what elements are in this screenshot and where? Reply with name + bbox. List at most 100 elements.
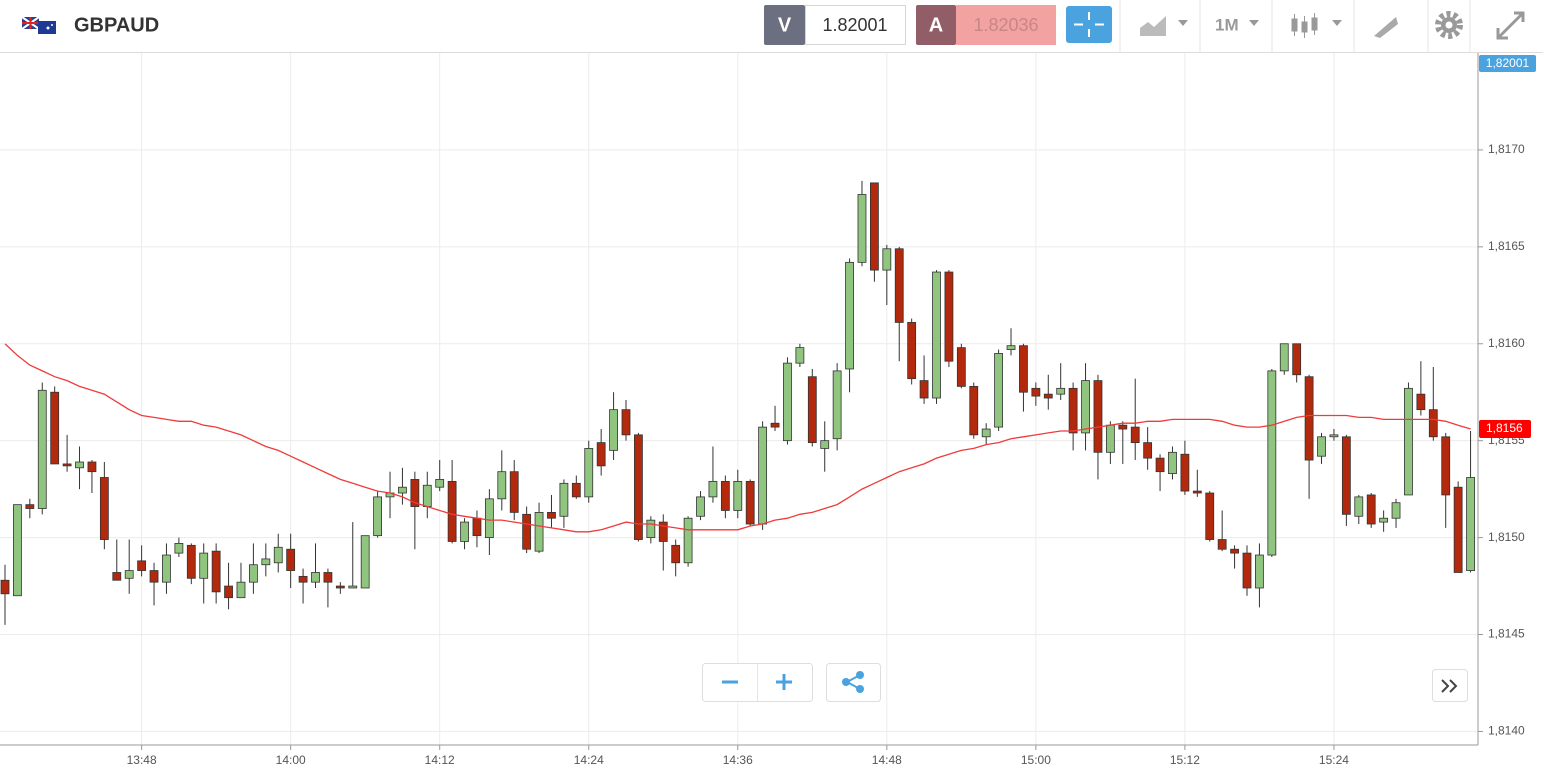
candle-body	[596, 442, 606, 467]
candle-body	[994, 353, 1003, 428]
sell-price-box[interactable]	[805, 5, 906, 45]
candle-body	[174, 543, 184, 554]
candle-body	[335, 585, 345, 589]
candle-body	[870, 182, 879, 271]
candle-body	[1341, 436, 1351, 515]
sell-label[interactable]: V	[778, 14, 792, 36]
candle-body	[1416, 393, 1426, 411]
candle-body	[149, 570, 159, 583]
candle-body	[87, 461, 97, 473]
candle-body	[1255, 554, 1264, 589]
candle-body	[460, 521, 469, 542]
candle-body	[50, 391, 60, 465]
candle-body	[373, 496, 383, 537]
candle-body	[658, 521, 668, 542]
candle-body	[447, 480, 457, 542]
candle-body	[410, 479, 420, 507]
candle-body	[1143, 442, 1153, 459]
candle-body	[435, 479, 445, 488]
y-tick-label: 1,8150	[1488, 530, 1525, 544]
candle-body	[571, 482, 581, 498]
candle-body	[783, 362, 792, 442]
candle-body	[845, 261, 854, 370]
candle-body	[137, 560, 147, 571]
candle-body	[1093, 380, 1103, 453]
candle-body	[484, 498, 494, 538]
fullscreen-button[interactable]	[1496, 11, 1525, 40]
candle-body	[1428, 409, 1438, 438]
candle-body	[25, 504, 35, 509]
candle-body	[1466, 477, 1475, 571]
x-tick-label: 14:36	[723, 753, 753, 767]
candle-body	[1118, 424, 1128, 430]
candle-body	[1019, 345, 1028, 393]
buy-price[interactable]: 1.82036	[973, 15, 1038, 35]
candle-body	[497, 471, 507, 500]
candle-body	[1205, 492, 1215, 540]
candle-body	[584, 448, 594, 498]
candle-body	[944, 271, 954, 362]
settings-button[interactable]	[1435, 11, 1463, 39]
candle-style-button[interactable]	[1291, 13, 1342, 38]
zoom-controls[interactable]	[702, 663, 813, 702]
candle-body	[1354, 496, 1364, 517]
candle-body	[758, 426, 768, 525]
candle-body	[547, 511, 556, 519]
y-tick-label: 1,8170	[1488, 142, 1525, 156]
sell-price[interactable]: 1.82001	[822, 15, 887, 35]
buy-button[interactable]	[916, 5, 956, 45]
candle-body	[1217, 539, 1227, 550]
candle-body	[1155, 457, 1165, 473]
candle-body	[1441, 436, 1451, 496]
draw-tool-button[interactable]	[1374, 17, 1398, 38]
scroll-right-button[interactable]	[1432, 669, 1468, 702]
candle-body	[683, 517, 693, 564]
x-tick-label: 15:12	[1170, 753, 1200, 767]
candle-body	[932, 271, 941, 399]
candle-body	[907, 322, 917, 380]
candle-body	[696, 496, 705, 517]
candle-body	[1056, 387, 1066, 395]
sell-button[interactable]	[764, 5, 805, 45]
bid-marker-label: 1,82001	[1486, 56, 1530, 70]
candles	[0, 180, 1475, 625]
candle-body	[1006, 345, 1016, 350]
candle-body	[286, 548, 296, 571]
candle-body	[360, 535, 370, 589]
x-tick-label: 15:00	[1021, 753, 1051, 767]
candle-body	[472, 517, 482, 537]
candle-body	[199, 552, 209, 579]
chart-type-button[interactable]	[1140, 16, 1188, 36]
x-tick-label: 14:48	[872, 753, 902, 767]
candle-body	[162, 554, 171, 583]
candle-body	[733, 480, 743, 511]
candle-body	[708, 480, 718, 498]
candle-body	[323, 572, 333, 583]
candle-body	[522, 513, 532, 550]
crosshair-button[interactable]	[1066, 6, 1112, 43]
timeframe-arrow[interactable]	[1249, 20, 1259, 26]
candle-body	[1068, 387, 1078, 434]
candle-body	[1031, 387, 1041, 397]
candle-body	[832, 370, 842, 440]
candle-body	[1329, 434, 1339, 438]
candle-body	[75, 461, 84, 469]
x-tick-label: 15:24	[1319, 753, 1349, 767]
plot-area: 1,81401,81451,81501,81551,81601,81651,81…	[0, 53, 1531, 767]
candle-body	[609, 409, 618, 451]
share-button[interactable]	[826, 663, 881, 702]
candle-body	[1043, 393, 1053, 399]
candle-body	[236, 581, 246, 599]
candle-body	[112, 572, 122, 581]
candle-body	[646, 519, 656, 538]
buy-label[interactable]: A	[929, 14, 943, 36]
candle-body	[348, 585, 358, 589]
candle-body	[1404, 387, 1413, 496]
candle-body	[770, 422, 780, 428]
flag	[21, 16, 56, 34]
candle-body	[1130, 426, 1140, 444]
buy-price-box[interactable]	[956, 5, 1056, 45]
timeframe[interactable]: 1M	[1215, 15, 1239, 34]
candle-body	[224, 585, 233, 599]
